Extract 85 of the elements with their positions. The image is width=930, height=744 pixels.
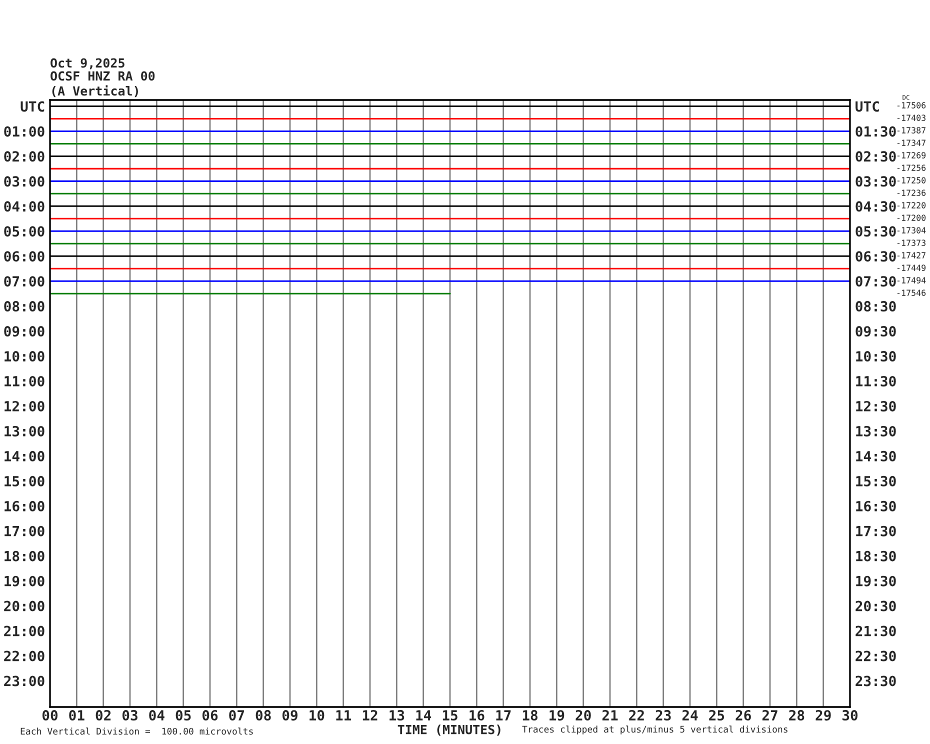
x-tick-label: 25	[709, 710, 724, 721]
y2-tick-label: 19:30	[856, 576, 896, 586]
y-tick-label: 15:00	[4, 476, 44, 486]
x-tick-label: 12	[362, 710, 378, 720]
x-tick-label: 13	[390, 710, 404, 721]
y-tick-label: 01:00	[4, 126, 44, 137]
x-tick-label: 30	[842, 710, 858, 721]
x-tick-label: 06	[202, 710, 218, 721]
y2-tick-label: 03:30	[856, 176, 896, 187]
y2-tick-label: 18:30	[856, 550, 896, 562]
x-tick-label: 18	[522, 710, 538, 721]
x-tick-label: 11	[336, 710, 352, 720]
x-tick-label: 27	[762, 710, 778, 720]
x-tick-label: 20	[576, 710, 591, 721]
chart-subtitle: OCSF HNZ RA 00 (A Vertical)	[50, 71, 155, 98]
y-tick-label: 05:00	[4, 226, 44, 237]
y2-tick-label: 08:30	[856, 301, 896, 312]
y2-tick-label: 15:30	[856, 476, 896, 486]
y-tick-label: 17:00	[4, 526, 44, 536]
x-tick-label: 19	[550, 710, 564, 721]
y2-tick-label: 02:30	[856, 151, 896, 162]
x-tick-label: 17	[496, 710, 511, 720]
y-tick-label: 18:00	[4, 550, 44, 562]
y-tick-label: UTC	[20, 101, 44, 112]
y2-tick-label: 06:30	[856, 251, 896, 262]
y2-tick-label: 17:30	[856, 526, 896, 536]
x-tick-label: 29	[816, 710, 831, 721]
y-tick-label: 10:00	[4, 351, 44, 362]
x-tick-label: 28	[789, 710, 804, 721]
text: Traces clipped at plus/minus 5 vertical divisions	[522, 726, 788, 734]
y2-tick-label: 21:30	[856, 626, 896, 636]
x-tick-label: 14	[416, 710, 432, 720]
y-tick-label: 11:00	[4, 376, 44, 386]
x-tick-label: 16	[470, 710, 484, 721]
x-tick-label: 02	[96, 710, 111, 721]
y-tick-label: 03:00	[4, 176, 44, 187]
chart-title: Oct 9,2025	[50, 58, 124, 70]
y2-tick-label: 13:30	[856, 426, 896, 436]
y2-tick-label: 23:30	[856, 676, 896, 686]
y2-tick-label: 09:30	[856, 326, 896, 337]
y-tick-label: 14:00	[4, 450, 44, 462]
text: -17506 -17403 -17387 -17347 -17269 -17256 -17250 -17236 -17220 -17200 -17304 -17373 -17427 -17449 -17494 -17546	[897, 102, 926, 296]
x-tick-label: 04	[149, 710, 164, 721]
x-tick-label: 05	[176, 710, 191, 721]
y-tick-label: 13:00	[4, 426, 44, 436]
x-tick-label: 09	[282, 710, 298, 721]
x-tick-label: 08	[256, 710, 271, 721]
y2-tick-label: 10:30	[856, 351, 896, 362]
x-tick-label: 15	[442, 710, 458, 721]
x-tick-label: 10	[310, 710, 324, 721]
y2-tick-label: 05:30	[856, 226, 896, 237]
y-tick-label: 02:00	[4, 151, 44, 162]
y2-tick-label: 12:30	[856, 400, 896, 412]
x-tick-label: 24	[682, 710, 698, 720]
y2-tick-label: 16:30	[856, 500, 896, 512]
x-tick-label: 03	[122, 710, 138, 721]
y2-tick-label: 01:30	[856, 126, 896, 137]
x-tick-label: 26	[736, 710, 751, 721]
y-tick-label: 23:00	[4, 676, 44, 686]
y-tick-label: 21:00	[4, 626, 44, 636]
y-tick-label: 07:00	[4, 276, 44, 287]
x-tick-label: 21	[602, 710, 618, 720]
y-tick-label: 04:00	[4, 201, 44, 212]
y-tick-label: 20:00	[4, 600, 44, 612]
x-tick-label: 22	[629, 710, 644, 720]
y-tick-label: 06:00	[4, 251, 44, 262]
y-tick-label: 09:00	[4, 326, 44, 337]
x-tick-label: 07	[229, 710, 244, 721]
y2-tick-label: UTC	[856, 101, 879, 112]
y-tick-label: 16:00	[4, 500, 44, 512]
y2-tick-label: 22:30	[856, 650, 896, 662]
y2-tick-label: 07:30	[856, 276, 896, 287]
y2-tick-label: 14:30	[856, 450, 896, 462]
x-tick-label: 00	[42, 710, 58, 721]
y-tick-label: 22:00	[4, 650, 44, 662]
x-axis-title: TIME (MINUTES)	[398, 724, 500, 736]
x-tick-label: 01	[69, 710, 84, 721]
y-tick-label: 19:00	[4, 576, 44, 586]
y2-tick-label: 20:30	[856, 600, 896, 612]
y2-tick-label: 04:30	[856, 201, 896, 212]
y-tick-label: 12:00	[4, 400, 44, 412]
text: Each Vertical Division = 100.00 microvolts	[20, 728, 253, 735]
x-tick-label: 23	[656, 710, 671, 721]
y2-tick-label: 11:30	[856, 376, 896, 386]
y-tick-label: 08:00	[4, 301, 44, 312]
